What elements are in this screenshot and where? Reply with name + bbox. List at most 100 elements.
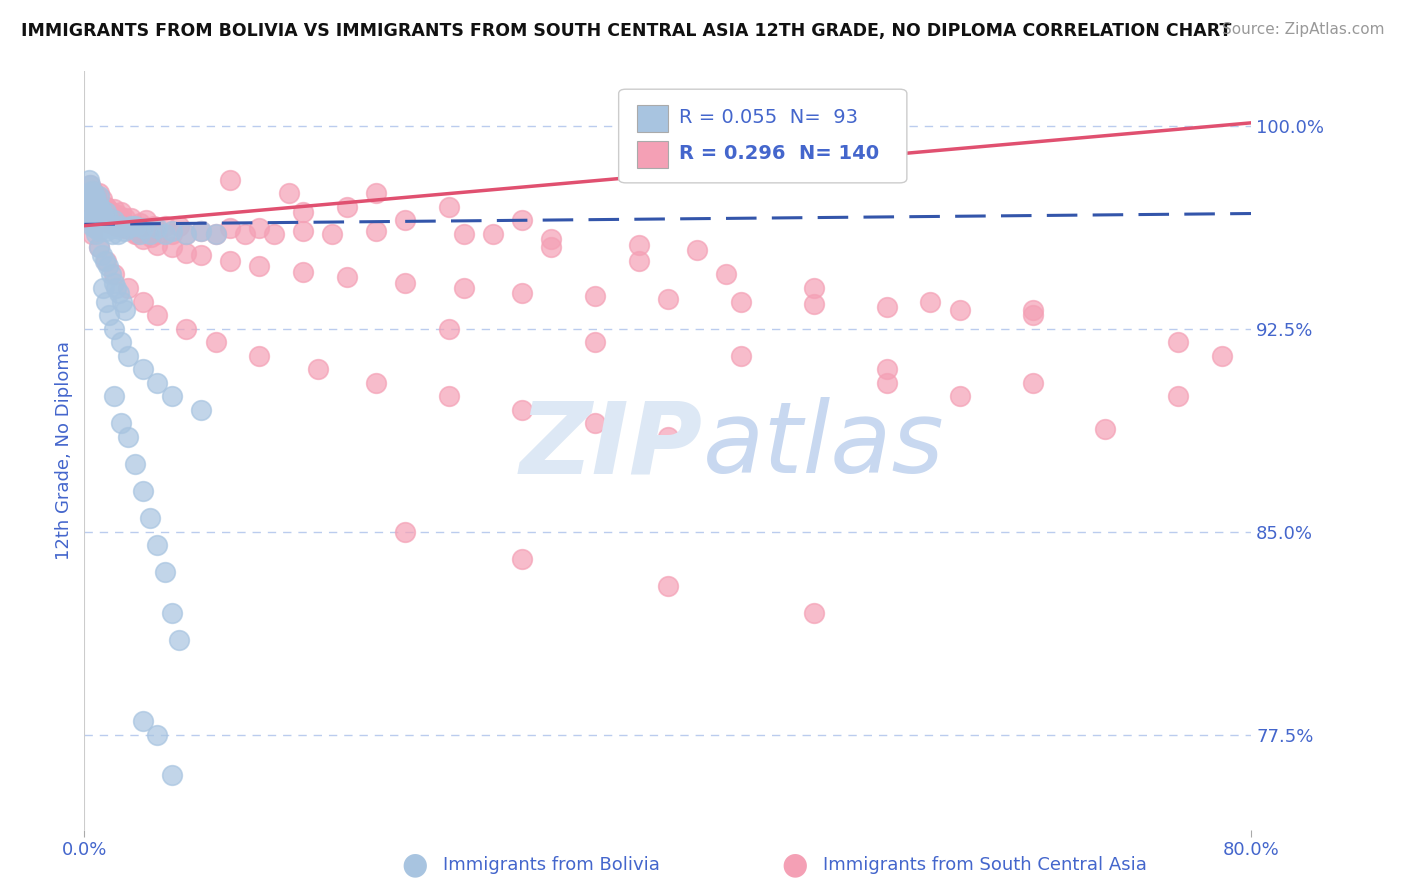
Point	[730, 349, 752, 363]
Point	[103, 389, 125, 403]
Point	[139, 511, 162, 525]
Point	[103, 213, 125, 227]
Point	[394, 276, 416, 290]
Point	[112, 221, 135, 235]
Point	[80, 219, 103, 233]
Point	[82, 211, 104, 225]
Point	[91, 281, 114, 295]
Point	[111, 213, 134, 227]
Text: Immigrants from South Central Asia: Immigrants from South Central Asia	[823, 856, 1146, 874]
Point	[83, 221, 105, 235]
Point	[132, 232, 155, 246]
Point	[437, 200, 460, 214]
Point	[83, 200, 105, 214]
Point	[110, 219, 132, 233]
Point	[79, 205, 101, 219]
Point	[135, 213, 157, 227]
Point	[146, 538, 169, 552]
Point	[437, 321, 460, 335]
Point	[1094, 422, 1116, 436]
Point	[77, 194, 100, 209]
Point	[91, 202, 114, 217]
Point	[87, 208, 110, 222]
Point	[219, 172, 242, 186]
Point	[146, 227, 169, 241]
Point	[160, 224, 183, 238]
Point	[105, 211, 128, 225]
Point	[583, 289, 606, 303]
Point	[86, 208, 108, 222]
Point	[89, 205, 111, 219]
Point	[153, 566, 176, 580]
Point	[94, 254, 117, 268]
Point	[125, 227, 148, 241]
Point	[105, 281, 128, 295]
Point	[82, 184, 104, 198]
Point	[84, 197, 107, 211]
Point	[100, 221, 122, 235]
Point	[96, 254, 118, 268]
Point	[876, 300, 898, 314]
Point	[111, 294, 134, 309]
Point	[107, 227, 129, 241]
Point	[453, 227, 475, 241]
Point	[90, 219, 112, 233]
Point	[103, 202, 125, 217]
Point	[108, 286, 131, 301]
Point	[103, 321, 125, 335]
Point	[110, 417, 132, 431]
Point	[394, 524, 416, 539]
Point	[176, 321, 198, 335]
Point	[80, 200, 103, 214]
Point	[108, 216, 131, 230]
Point	[657, 292, 679, 306]
Text: Immigrants from Bolivia: Immigrants from Bolivia	[443, 856, 659, 874]
Point	[112, 224, 135, 238]
Point	[146, 237, 169, 252]
Point	[176, 227, 198, 241]
Point	[510, 402, 533, 417]
Point	[82, 197, 104, 211]
Point	[101, 227, 124, 241]
Point	[510, 551, 533, 566]
Point	[132, 714, 155, 729]
Point	[730, 294, 752, 309]
Point	[204, 335, 226, 350]
Point	[146, 376, 169, 390]
Point	[1021, 308, 1043, 322]
Point	[80, 227, 103, 241]
Point	[84, 208, 107, 222]
Point	[83, 192, 105, 206]
Point	[89, 200, 111, 214]
Point	[124, 227, 146, 241]
Point	[160, 768, 183, 782]
Text: R = 0.296  N= 140: R = 0.296 N= 140	[679, 144, 879, 163]
Point	[96, 294, 118, 309]
Y-axis label: 12th Grade, No Diploma: 12th Grade, No Diploma	[55, 341, 73, 560]
Point	[87, 240, 110, 254]
Point	[87, 205, 110, 219]
Point	[98, 219, 121, 233]
Point	[132, 224, 155, 238]
Point	[949, 302, 972, 317]
Point	[160, 606, 183, 620]
Text: IMMIGRANTS FROM BOLIVIA VS IMMIGRANTS FROM SOUTH CENTRAL ASIA 12TH GRADE, NO DIP: IMMIGRANTS FROM BOLIVIA VS IMMIGRANTS FR…	[21, 22, 1232, 40]
Point	[90, 192, 112, 206]
Point	[190, 402, 212, 417]
Text: ZIP: ZIP	[520, 398, 703, 494]
Point	[86, 216, 108, 230]
Point	[803, 297, 825, 311]
Point	[98, 216, 121, 230]
Point	[160, 240, 183, 254]
Point	[204, 227, 226, 241]
Point	[89, 213, 111, 227]
Point	[98, 308, 121, 322]
Point	[167, 219, 190, 233]
Point	[219, 221, 242, 235]
Point	[657, 579, 679, 593]
Point	[77, 172, 100, 186]
Point	[79, 178, 101, 193]
Point	[920, 294, 942, 309]
Point	[627, 254, 650, 268]
Point	[307, 362, 329, 376]
